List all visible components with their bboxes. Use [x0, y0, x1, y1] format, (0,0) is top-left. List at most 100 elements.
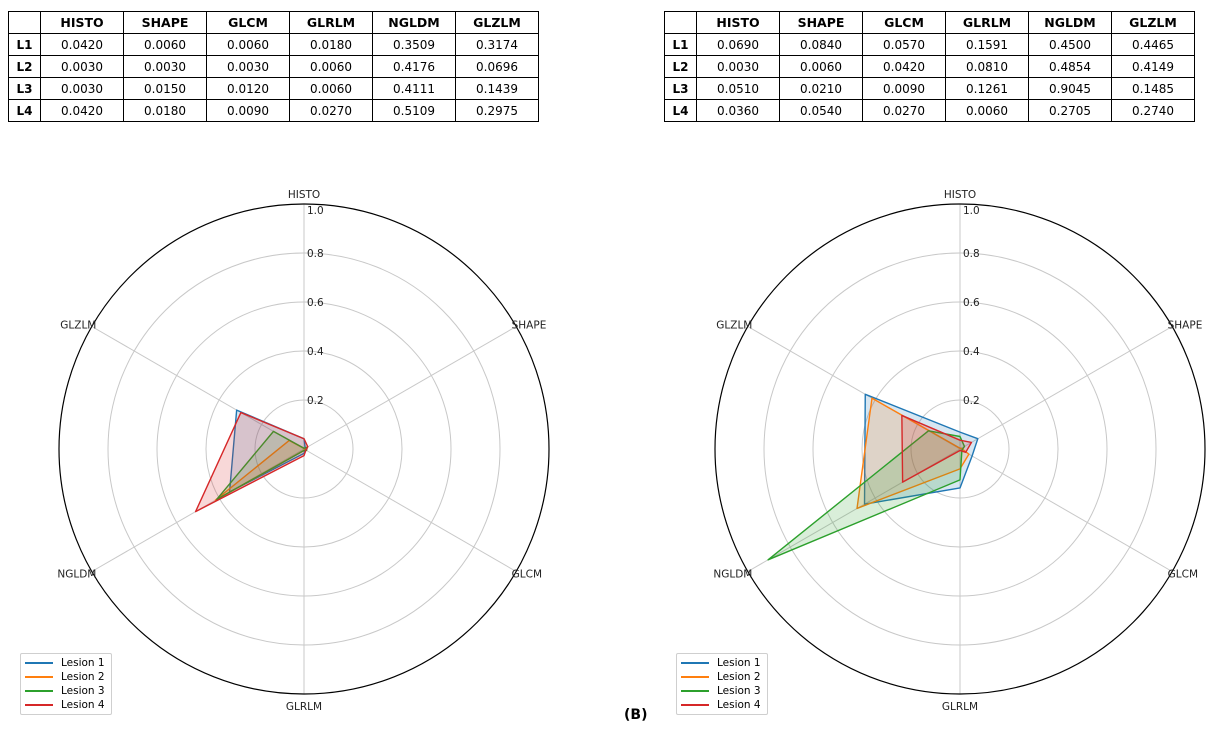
table-cell: 0.4149 [1111, 55, 1195, 78]
legend-swatch [25, 662, 53, 664]
column-header-histo: HISTO [696, 11, 780, 34]
table-cell: 0.2705 [1028, 99, 1112, 122]
legend-swatch [25, 676, 53, 678]
legend-label: Lesion 2 [717, 671, 761, 683]
legend-label: Lesion 1 [61, 657, 105, 669]
table-cell: 0.0090 [206, 99, 290, 122]
table-cell: 0.0030 [206, 55, 290, 78]
legend-item: Lesion 2 [681, 670, 761, 684]
legend-item: Lesion 3 [681, 684, 761, 698]
table-cell: 0.4854 [1028, 55, 1112, 78]
legend-item: Lesion 4 [25, 698, 105, 712]
table-cell: 0.3174 [455, 33, 539, 56]
table-cell: 0.1485 [1111, 77, 1195, 100]
axis-label-ngldm: NGLDM [57, 569, 96, 581]
table-cell: 0.0120 [206, 77, 290, 100]
radar-chart-a: 0.2 0.4 0.6 0.8 1.0 HISTO SHAPE GLCM GLRLM NGLDM G… [57, 189, 550, 713]
table-cell: 0.4500 [1028, 33, 1112, 56]
table-cell: 0.0060 [206, 33, 290, 56]
row-header: L2 [664, 55, 697, 78]
column-header-glzlm: GLZLM [455, 11, 539, 34]
row-header: L4 [664, 99, 697, 122]
legend-label: Lesion 2 [61, 671, 105, 683]
column-header-glcm: GLCM [206, 11, 290, 34]
table-cell: 0.4111 [372, 77, 456, 100]
table-cell: 0.1439 [455, 77, 539, 100]
axis-label-glzlm: GLZLM [716, 320, 752, 332]
legend-swatch [681, 662, 709, 664]
table-cell: 0.0060 [779, 55, 863, 78]
table-cell: 0.1261 [945, 77, 1029, 100]
series-4-polygon [901, 414, 973, 483]
grid-spoke [303, 448, 517, 572]
series-2-polygon [856, 397, 970, 510]
table-cell: 0.0360 [696, 99, 780, 122]
table-row: L3 0.0030 0.0150 0.0120 0.0060 0.4111 0.1439 [8, 77, 539, 100]
column-header-histo: HISTO [40, 11, 124, 34]
table-row: L1 0.0420 0.0060 0.0060 0.0180 0.3509 0.3174 [8, 33, 539, 56]
table-cell: 0.0030 [40, 55, 124, 78]
table-cell: 0.0420 [862, 55, 946, 78]
table-cell: 0.0810 [945, 55, 1029, 78]
table-cell: 0.2740 [1111, 99, 1195, 122]
table-cell: 0.0270 [289, 99, 373, 122]
panel-label-b: (B) [624, 707, 648, 723]
column-header-ngldm: NGLDM [1028, 11, 1112, 34]
legend-a: Lesion 1 Lesion 2 Lesion 3 Lesion 4 [20, 653, 112, 715]
table-row: L4 0.0360 0.0540 0.0270 0.0060 0.2705 0.2740 [664, 99, 1195, 122]
table-cell: 0.0690 [696, 33, 780, 56]
radial-tick-label: 0.4 [307, 346, 324, 358]
grid-spoke [959, 326, 1173, 450]
row-header: L2 [8, 55, 41, 78]
legend-swatch [681, 704, 709, 706]
legend-label: Lesion 4 [717, 699, 761, 711]
column-header-ngldm: NGLDM [372, 11, 456, 34]
legend-item: Lesion 3 [25, 684, 105, 698]
legend-label: Lesion 3 [717, 685, 761, 697]
row-header: L4 [8, 99, 41, 122]
legend-label: Lesion 3 [61, 685, 105, 697]
table-corner-cell [8, 11, 41, 34]
table-cell: 0.0060 [945, 99, 1029, 122]
table-row: L2 0.0030 0.0060 0.0420 0.0810 0.4854 0.4149 [664, 55, 1195, 78]
table-cell: 0.4176 [372, 55, 456, 78]
table-cell: 0.0510 [696, 77, 780, 100]
table-cell: 0.0030 [40, 77, 124, 100]
table-cell: 0.1591 [945, 33, 1029, 56]
grid-spoke [959, 448, 1173, 572]
outer-circle [58, 203, 550, 695]
column-header-shape: SHAPE [779, 11, 863, 34]
axis-label-shape: SHAPE [512, 320, 547, 332]
table-cell: 0.0180 [289, 33, 373, 56]
table-cell: 0.0840 [779, 33, 863, 56]
row-header: L3 [664, 77, 697, 100]
table-row: L1 0.0690 0.0840 0.0570 0.1591 0.4500 0.4465 [664, 33, 1195, 56]
table-cell: 0.0270 [862, 99, 946, 122]
legend-swatch [681, 676, 709, 678]
radial-tick-label: 0.8 [307, 248, 324, 260]
axis-label-glrlm: GLRLM [286, 701, 322, 713]
radial-tick-label: 0.6 [963, 297, 980, 309]
axis-label-glrlm: GLRLM [942, 701, 978, 713]
table-row: L2 0.0030 0.0030 0.0030 0.0060 0.4176 0.0696 [8, 55, 539, 78]
series-4-polygon [194, 411, 309, 513]
axis-label-histo: HISTO [288, 189, 320, 201]
legend-label: Lesion 1 [717, 657, 761, 669]
table-cell: 0.9045 [1028, 77, 1112, 100]
axis-label-shape: SHAPE [1168, 320, 1203, 332]
table-cell: 0.0090 [862, 77, 946, 100]
legend-label: Lesion 4 [61, 699, 105, 711]
column-header-shape: SHAPE [123, 11, 207, 34]
table-cell: 0.0420 [40, 99, 124, 122]
chart-panel-a: HISTO SHAPE GLCM GLRLM NGLDM GLZLM L1 0.0420 0.0… [8, 0, 568, 726]
grid-spoke [303, 326, 517, 450]
table-cell: 0.4465 [1111, 33, 1195, 56]
axis-label-glzlm: GLZLM [60, 320, 96, 332]
legend-swatch [25, 704, 53, 706]
table-cell: 0.0570 [862, 33, 946, 56]
legend-item: Lesion 4 [681, 698, 761, 712]
column-header-glrlm: GLRLM [945, 11, 1029, 34]
radial-tick-label: 1.0 [307, 205, 324, 217]
legend-b: Lesion 1 Lesion 2 Lesion 3 Lesion 4 [676, 653, 768, 715]
radial-tick-label: 1.0 [963, 205, 980, 217]
